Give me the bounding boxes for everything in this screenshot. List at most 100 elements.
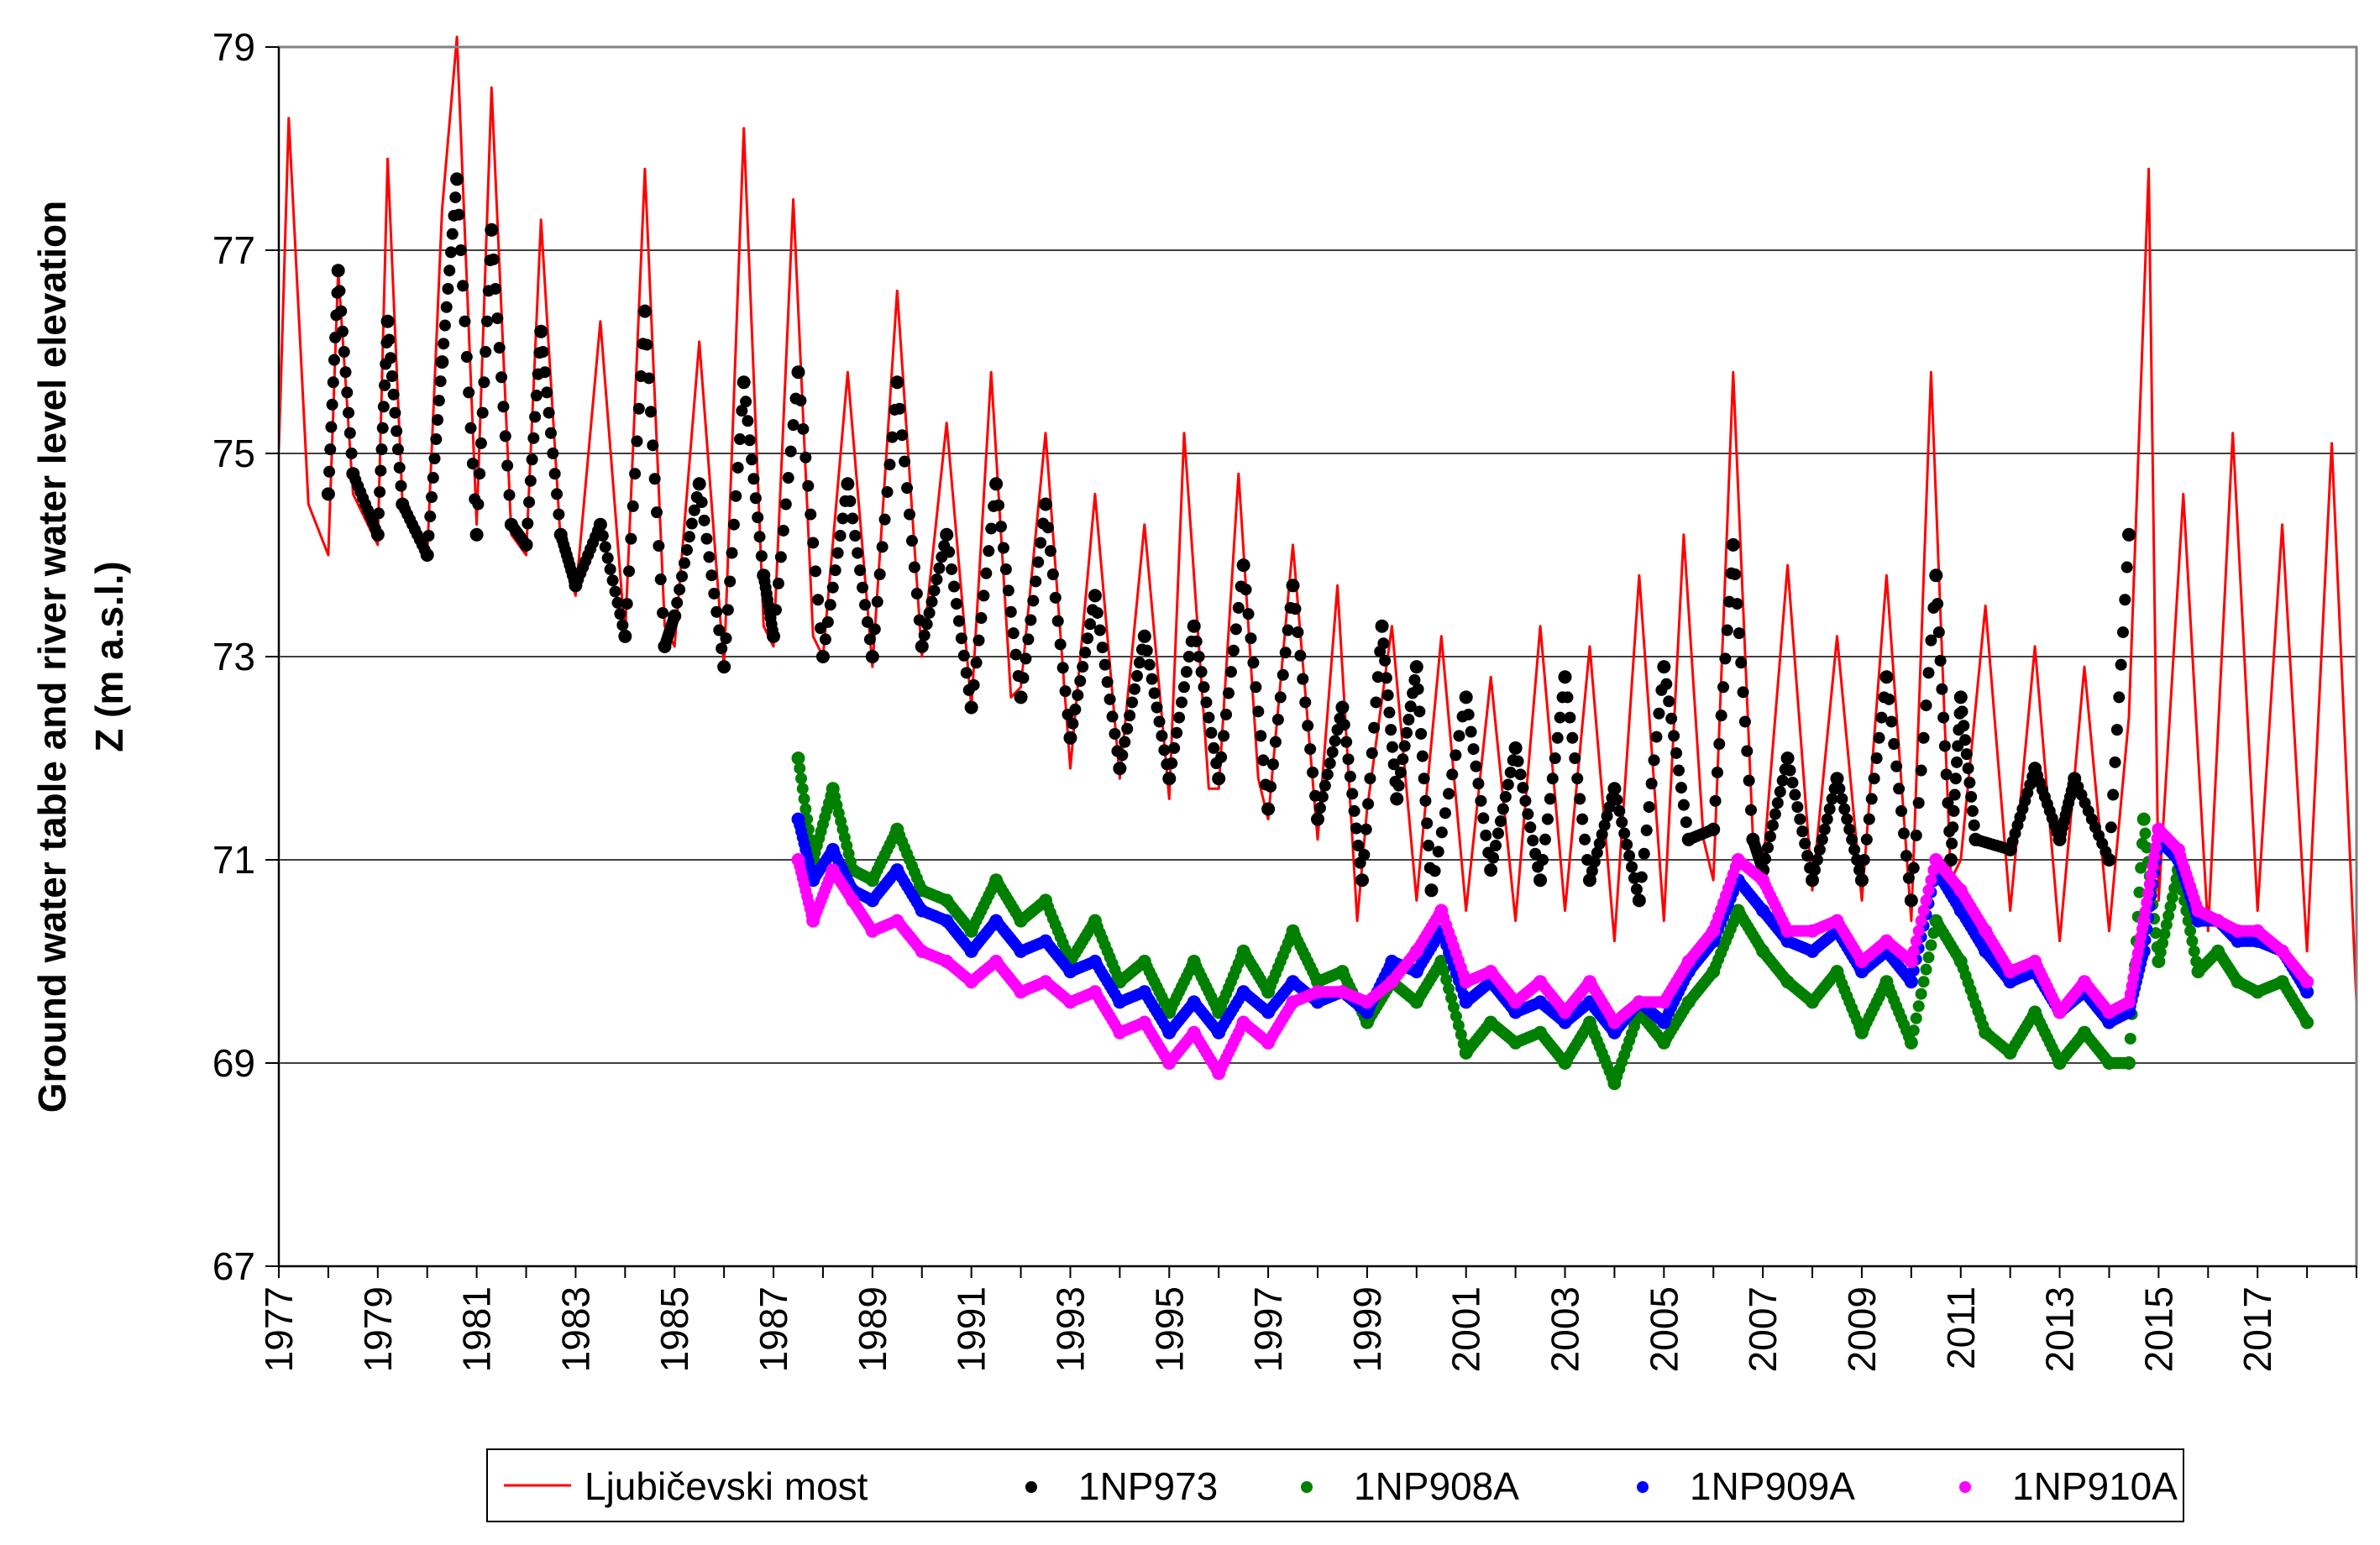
interpolated-point (327, 376, 339, 389)
interpolated-point (1224, 666, 1237, 678)
interpolated-point (1158, 744, 1171, 757)
interpolated-point (1193, 651, 1205, 663)
interpolated-point (1419, 794, 1432, 807)
interpolated-point (1569, 752, 1581, 764)
interpolated-point (1774, 785, 1786, 798)
interpolated-point (466, 458, 479, 470)
interpolated-point (629, 468, 642, 480)
interpolated-point (2186, 935, 2199, 947)
data-point (1533, 873, 1548, 888)
interpolated-point (1255, 730, 1267, 742)
interpolated-point (1912, 924, 1925, 937)
interpolated-point (1709, 794, 1722, 807)
data-point (1162, 772, 1177, 786)
interpolated-point (1046, 568, 1059, 580)
interpolated-point (1626, 861, 1638, 873)
interpolated-point (2160, 919, 2173, 931)
interpolated-point (1721, 624, 1733, 636)
legend-item: Ljubičevski most (504, 1464, 868, 1508)
interpolated-point (720, 632, 732, 645)
interpolated-point (668, 613, 680, 626)
data-point (865, 650, 879, 663)
interpolated-point (336, 325, 349, 338)
x-tick-label: 1983 (553, 1286, 597, 1372)
interpolated-point (459, 315, 471, 327)
interpolated-point (679, 557, 691, 569)
interpolated-point (1745, 804, 1758, 816)
interpolated-point (1415, 727, 1428, 740)
interpolated-point (1922, 951, 1935, 964)
interpolated-point (2182, 914, 2194, 927)
interpolated-point (2188, 945, 2200, 957)
interpolated-point (1925, 874, 1937, 887)
interpolated-point (1180, 666, 1193, 678)
interpolated-point (1129, 683, 1141, 695)
interpolated-point (1340, 736, 1353, 748)
interpolated-point (834, 530, 847, 542)
interpolated-point (1121, 722, 1134, 735)
interpolated-point (1404, 700, 1417, 713)
interpolated-point (438, 338, 450, 350)
interpolated-point (1932, 598, 1944, 610)
interpolated-point (2141, 841, 2153, 854)
interpolated-point (1242, 608, 1255, 621)
interpolated-point (955, 632, 967, 645)
interpolated-point (387, 388, 400, 401)
interpolated-point (614, 608, 626, 621)
interpolated-point (995, 521, 1008, 533)
interpolated-point (1443, 982, 1455, 995)
interpolated-point (1318, 779, 1331, 792)
interpolated-point (1177, 681, 1190, 694)
y-tick-label: 75 (212, 432, 255, 475)
interpolated-point (385, 352, 397, 364)
interpolated-point (1966, 804, 1979, 817)
interpolated-point (769, 604, 782, 616)
y-axis-title-line2: Z (m a.s.l.) (87, 561, 131, 752)
interpolated-point (2113, 691, 2126, 704)
interpolated-point (2107, 788, 2120, 801)
data-point (485, 223, 499, 237)
data-point (637, 304, 652, 318)
interpolated-point (1049, 591, 1062, 604)
interpolated-point (1446, 768, 1459, 781)
data-point (1657, 660, 1671, 674)
interpolated-point (1808, 864, 1821, 877)
interpolated-point (647, 439, 659, 452)
interpolated-point (708, 587, 721, 600)
interpolated-point (1715, 710, 1727, 722)
interpolated-point (2149, 841, 2162, 854)
interpolated-point (1940, 768, 1953, 781)
interpolated-point (1098, 658, 1111, 671)
interpolated-point (518, 537, 531, 549)
interpolated-point (1922, 667, 1935, 679)
data-point (1088, 589, 1102, 603)
interpolated-point (985, 522, 998, 535)
interpolated-point (1387, 758, 1400, 771)
interpolated-point (599, 541, 611, 553)
interpolated-point (1743, 774, 1755, 787)
interpolated-point (774, 551, 787, 563)
interpolated-point (910, 587, 923, 600)
interpolated-point (2142, 887, 2155, 899)
x-tick-label: 1985 (653, 1286, 696, 1372)
data-point (1409, 660, 1423, 674)
interpolated-point (1408, 673, 1421, 686)
interpolated-point (1477, 812, 1490, 825)
interpolated-point (430, 433, 443, 446)
interpolated-point (527, 432, 540, 444)
interpolated-point (1900, 850, 1912, 862)
interpolated-point (601, 552, 614, 564)
interpolated-point (1265, 780, 1277, 793)
interpolated-point (1342, 753, 1355, 766)
interpolated-point (1517, 782, 1529, 794)
x-tick-label: 1987 (752, 1286, 795, 1372)
interpolated-point (1863, 813, 1875, 825)
interpolated-point (491, 312, 504, 325)
interpolated-point (1240, 584, 1252, 596)
interpolated-point (2139, 827, 2152, 840)
interpolated-point (2145, 869, 2157, 882)
x-tick-label: 1979 (356, 1286, 400, 1372)
interpolated-point (1907, 945, 1920, 957)
interpolated-point (1402, 714, 1415, 726)
x-tick-label: 1997 (1246, 1286, 1290, 1372)
